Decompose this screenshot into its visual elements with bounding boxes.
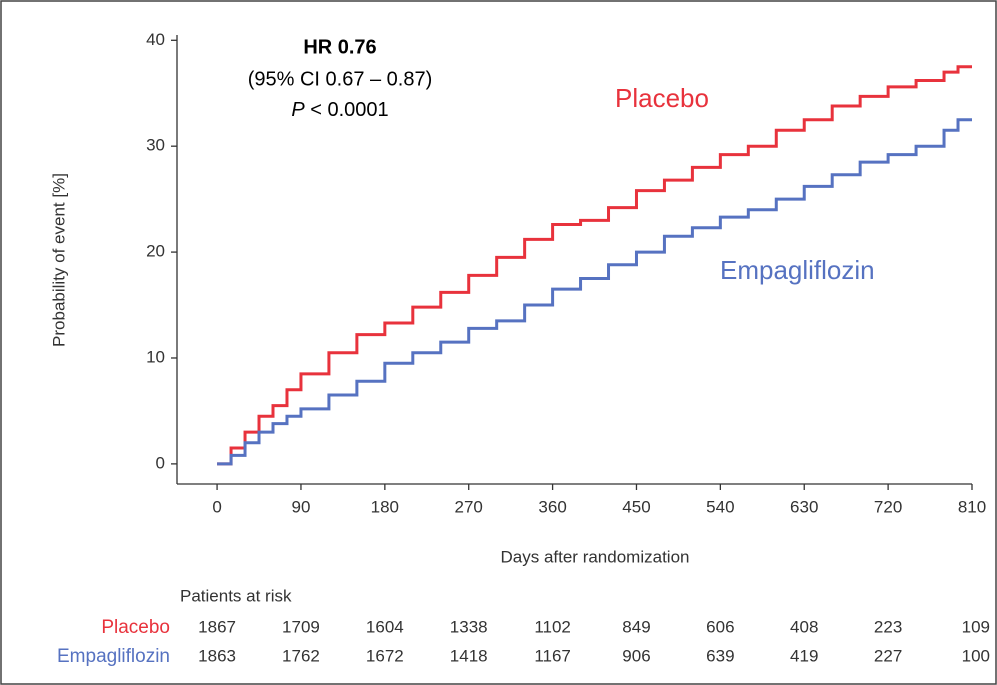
hr-text: HR 0.76 xyxy=(303,36,376,58)
y-tick-label: 40 xyxy=(146,30,165,49)
risk-count: 1102 xyxy=(534,617,571,636)
risk-count: 1167 xyxy=(534,646,571,665)
risk-row-label: Empagliflozin xyxy=(57,646,170,667)
risk-count: 1867 xyxy=(198,617,236,636)
risk-count: 109 xyxy=(962,617,990,636)
ci-text: (95% CI 0.67 – 0.87) xyxy=(248,68,433,90)
risk-count: 1418 xyxy=(450,646,488,665)
x-tick-label: 540 xyxy=(706,497,734,516)
km-curve xyxy=(217,65,972,466)
p-label: P xyxy=(291,99,305,121)
risk-count: 408 xyxy=(790,617,818,636)
x-tick-label: 90 xyxy=(291,497,310,516)
risk-count: 1762 xyxy=(282,646,320,665)
risk-count: 1709 xyxy=(282,617,320,636)
y-tick-label: 0 xyxy=(156,453,165,472)
risk-count: 419 xyxy=(790,646,818,665)
risk-count: 849 xyxy=(622,617,650,636)
risk-count: 906 xyxy=(622,646,650,665)
x-tick-label: 630 xyxy=(790,497,818,516)
risk-count: 606 xyxy=(706,617,734,636)
km-curve xyxy=(217,118,972,466)
x-tick-label: 450 xyxy=(622,497,650,516)
x-tick-label: 270 xyxy=(455,497,483,516)
risk-title: Patients at risk xyxy=(180,586,292,605)
risk-count: 1604 xyxy=(366,617,404,636)
legend-label: Empagliflozin xyxy=(720,255,875,285)
x-tick-label: 720 xyxy=(874,497,902,516)
x-tick-label: 360 xyxy=(538,497,566,516)
risk-count: 1863 xyxy=(198,646,236,665)
x-tick-label: 810 xyxy=(958,497,986,516)
y-tick-label: 20 xyxy=(146,242,165,261)
legend-label: Placebo xyxy=(615,83,709,113)
risk-count: 1672 xyxy=(366,646,404,665)
risk-count: 223 xyxy=(874,617,902,636)
p-text: P < 0.0001 xyxy=(291,99,388,121)
y-tick-label: 10 xyxy=(146,347,165,366)
risk-count: 639 xyxy=(706,646,734,665)
x-tick-label: 0 xyxy=(212,497,221,516)
risk-count: 1338 xyxy=(450,617,488,636)
y-axis-label: Probability of event [%] xyxy=(49,173,68,347)
x-tick-label: 180 xyxy=(371,497,399,516)
risk-count: 227 xyxy=(874,646,902,665)
risk-count: 100 xyxy=(962,646,990,665)
x-axis-label: Days after randomization xyxy=(501,547,690,566)
risk-row-label: Placebo xyxy=(101,617,170,638)
y-tick-label: 30 xyxy=(146,136,165,155)
p-value: < 0.0001 xyxy=(310,99,388,121)
